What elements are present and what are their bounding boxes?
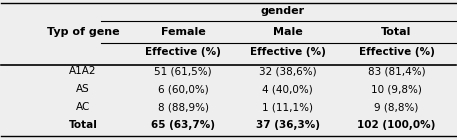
Text: 102 (100,0%): 102 (100,0%) <box>357 120 436 130</box>
Text: Total: Total <box>69 120 98 130</box>
Text: 37 (36,3%): 37 (36,3%) <box>255 120 319 130</box>
Text: AC: AC <box>76 102 90 112</box>
Text: Effective (%): Effective (%) <box>359 47 435 57</box>
Text: Male: Male <box>273 27 303 37</box>
Text: 51 (61,5%): 51 (61,5%) <box>154 66 212 76</box>
Text: 1 (11,1%): 1 (11,1%) <box>262 102 313 112</box>
Text: Female: Female <box>161 27 206 37</box>
Text: AS: AS <box>76 84 90 94</box>
Text: 83 (81,4%): 83 (81,4%) <box>368 66 425 76</box>
Text: Total: Total <box>382 27 412 37</box>
Text: Effective (%): Effective (%) <box>250 47 325 57</box>
Text: 4 (40,0%): 4 (40,0%) <box>262 84 313 94</box>
Text: Typ of gene: Typ of gene <box>47 27 119 37</box>
Text: A1A2: A1A2 <box>69 66 97 76</box>
Text: 9 (8,8%): 9 (8,8%) <box>374 102 419 112</box>
Text: gender: gender <box>261 6 305 16</box>
Text: 65 (63,7%): 65 (63,7%) <box>151 120 215 130</box>
Text: 32 (38,6%): 32 (38,6%) <box>259 66 316 76</box>
Text: 10 (9,8%): 10 (9,8%) <box>371 84 422 94</box>
Text: Effective (%): Effective (%) <box>145 47 221 57</box>
Text: 8 (88,9%): 8 (88,9%) <box>158 102 208 112</box>
Text: 6 (60,0%): 6 (60,0%) <box>158 84 208 94</box>
